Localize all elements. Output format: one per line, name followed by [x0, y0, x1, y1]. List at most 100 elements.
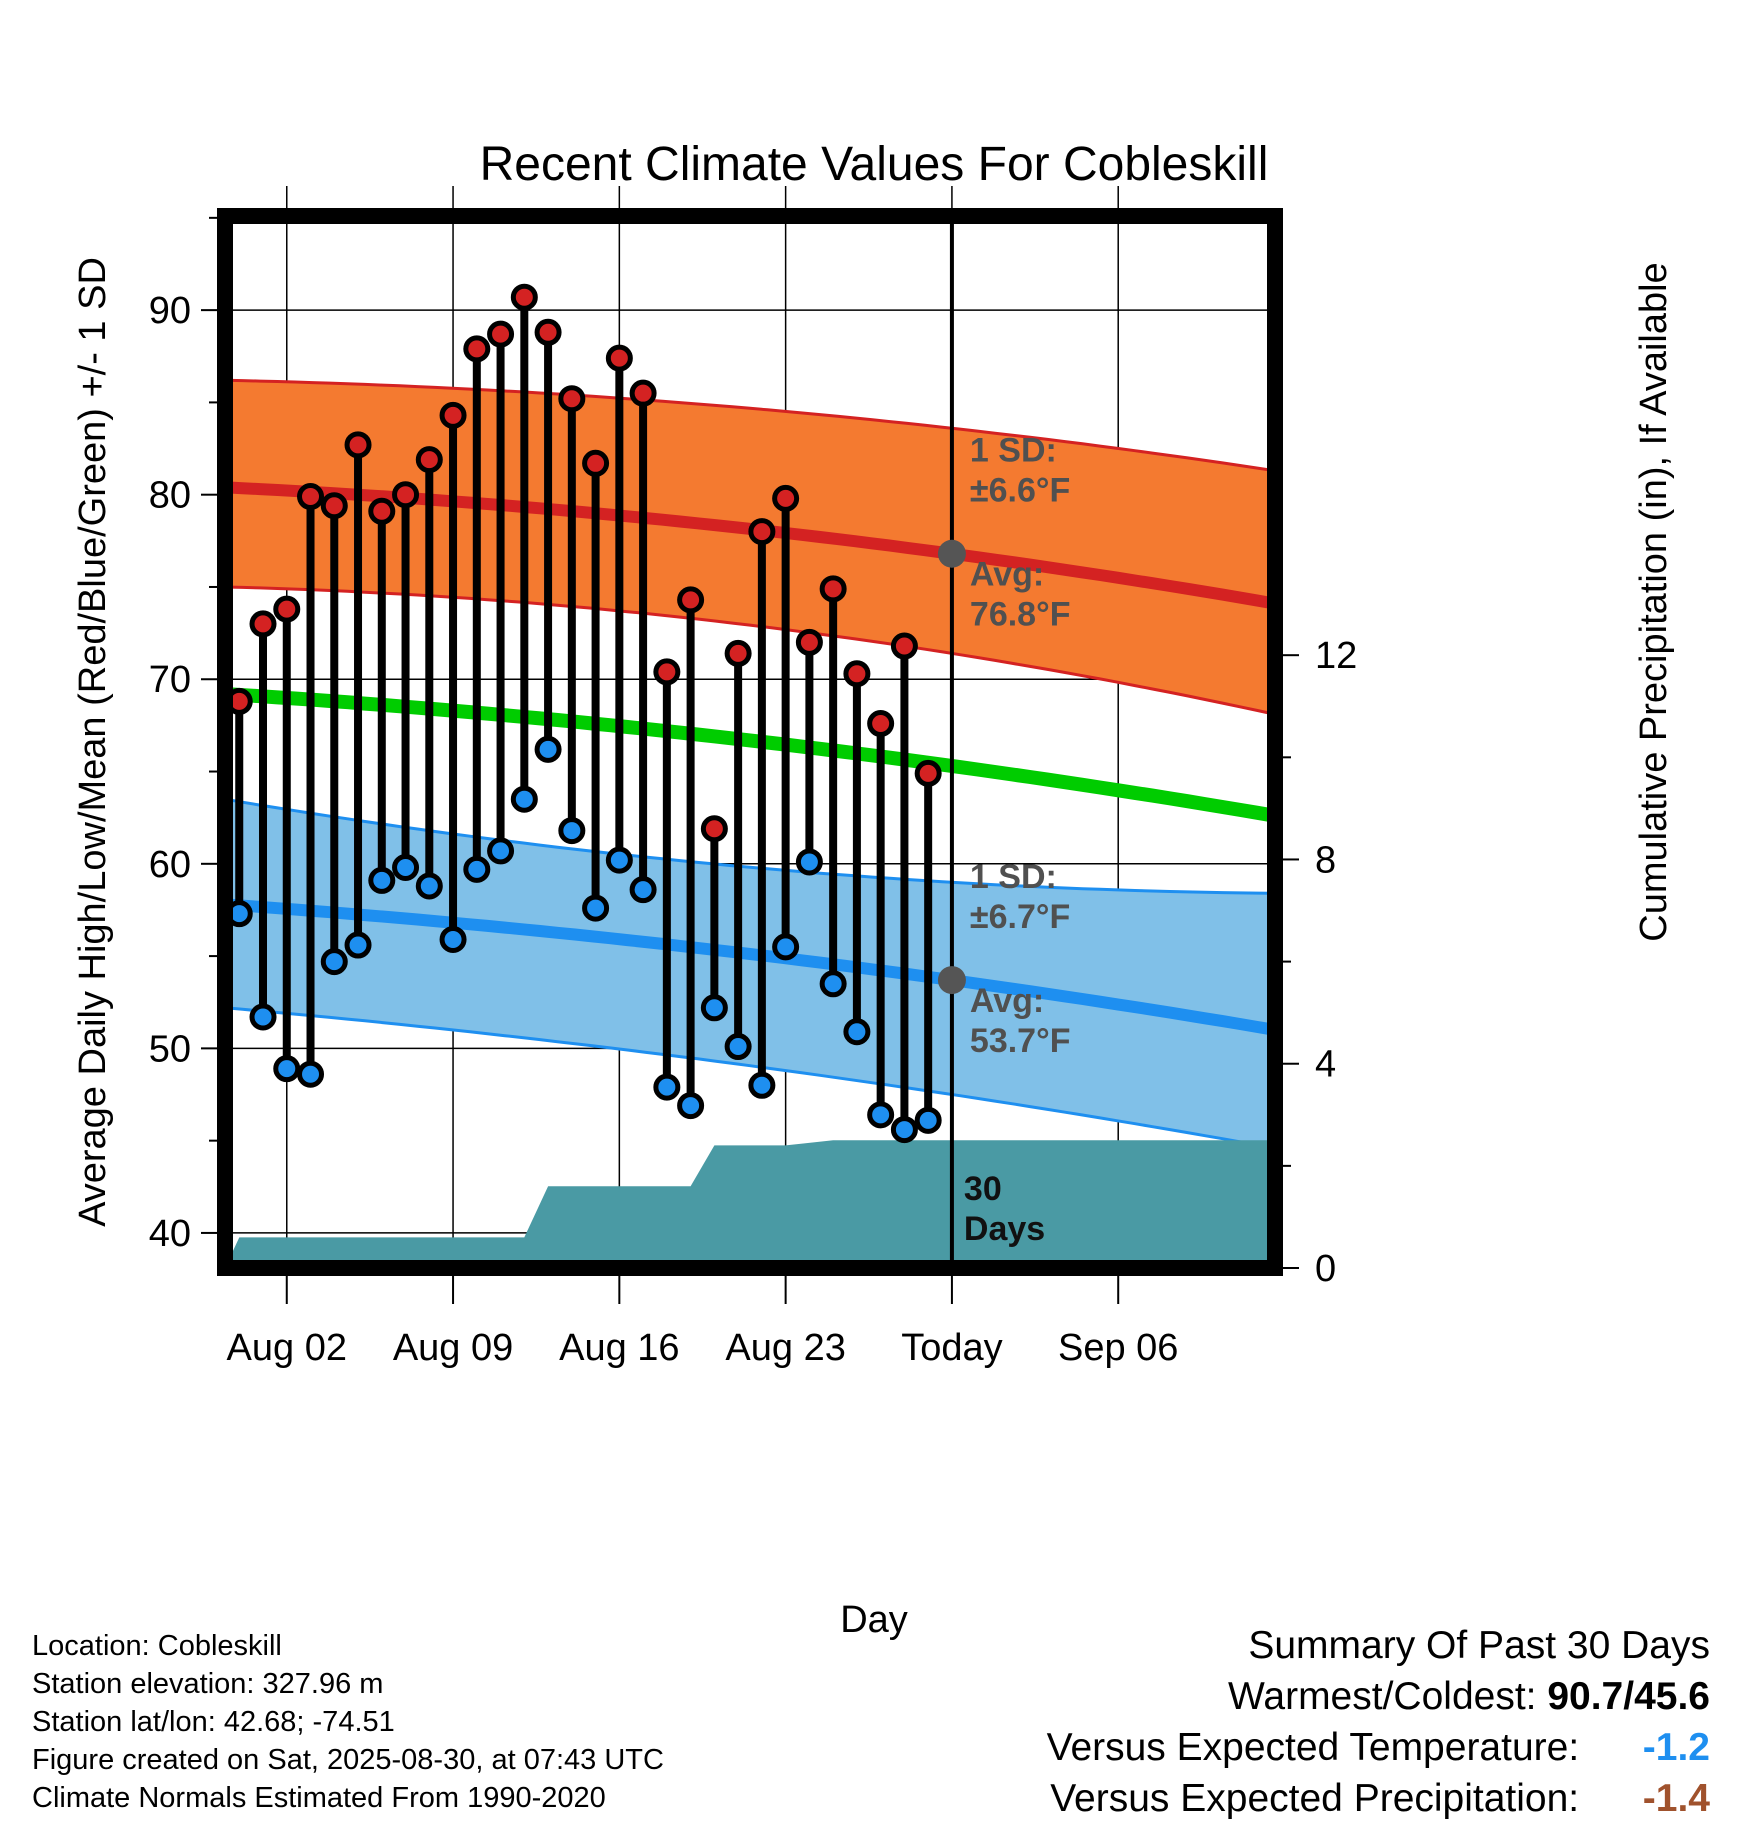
high-temp-point [368, 497, 396, 525]
high-temp-point [463, 335, 491, 363]
days-count: 30 [964, 1170, 1002, 1208]
low-temp-point [344, 931, 372, 959]
low-temp-point [605, 846, 633, 874]
low-temp-point [819, 970, 847, 998]
low-temp-point [890, 1116, 918, 1144]
x-tick-label: Aug 16 [559, 1327, 679, 1369]
low-band-lower-edge [224, 1006, 1276, 1150]
high-temp-point [914, 759, 942, 787]
high-band-lower-edge [224, 585, 1276, 716]
high-temp-point [249, 610, 277, 638]
low-temp-point [510, 785, 538, 813]
y-tick-label: 40 [149, 1213, 191, 1255]
high-temp-point [819, 575, 847, 603]
high-temp-point [415, 446, 443, 474]
low-temp-point [534, 735, 562, 763]
warmest-coldest-value: 90.7/45.6 [1547, 1675, 1710, 1718]
low-temp-point [415, 872, 443, 900]
y2-tick-label: 12 [1315, 635, 1357, 677]
high-temp-point [748, 518, 776, 546]
temp-anomaly-value: -1.2 [1642, 1726, 1710, 1769]
summary-panel: Summary Of Past 30 Days Warmest/Coldest:… [1047, 1620, 1710, 1824]
high-temp-point [867, 710, 895, 738]
y2-tick-label: 4 [1315, 1044, 1336, 1086]
high-temp-point [534, 318, 562, 346]
low-temp-point [772, 933, 800, 961]
warmest-coldest-label: Warmest/Coldest: [1228, 1675, 1537, 1718]
station-info: Location: Cobleskill Station elevation: … [32, 1627, 664, 1817]
high-temp-point [344, 431, 372, 459]
normal-mean-line [224, 687, 1277, 823]
low-sd-label: 1 SD: [970, 858, 1057, 896]
low-temp-point [795, 848, 823, 876]
precip-anomaly-label: Versus Expected Precipitation: [1050, 1777, 1580, 1820]
high-avg-value: 76.8°F [970, 596, 1071, 634]
high-temp-point [724, 639, 752, 667]
low-temp-point [273, 1055, 301, 1083]
low-temp-point [582, 894, 610, 922]
low-sd-value: ±6.7°F [970, 898, 1070, 936]
axis-labels: 40 50 60 70 80 90 0 4 8 12 Aug 02 Aug 09 Aug 16 Aug 2… [72, 257, 1675, 1641]
high-temp-point [629, 379, 657, 407]
y-axis-label: Average Daily High/Low/Mean (Red/Blue/Gr… [72, 257, 114, 1227]
low-temp-point [653, 1073, 681, 1101]
low-band-upper-edge [224, 797, 1276, 895]
plot-border [217, 208, 1283, 1276]
x-tick-label: Aug 09 [393, 1327, 513, 1369]
daily-range-bars [225, 283, 942, 1144]
high-temp-point [273, 595, 301, 623]
x-tick-label: Today [901, 1327, 1002, 1369]
plot-frame [201, 208, 1299, 1304]
high-temp-point [700, 815, 728, 843]
low-temp-point [297, 1060, 325, 1088]
normals-text: Climate Normals Estimated From 1990-2020 [32, 1782, 606, 1814]
y2-axis-label: Cumulative Precipitation (in), If Availa… [1633, 262, 1675, 941]
high-avg-label: Avg: [970, 556, 1044, 594]
high-sd-label: 1 SD: [970, 432, 1057, 470]
high-temp-point [487, 320, 515, 348]
low-temp-point [843, 1018, 871, 1046]
low-avg-label: Avg: [970, 982, 1044, 1020]
normal-low-line [224, 898, 1276, 1036]
normal-bands [224, 378, 1277, 1150]
low-temp-point [392, 854, 420, 882]
low-temp-point [320, 948, 348, 976]
low-temp-point [463, 855, 491, 883]
high-temp-point [582, 449, 610, 477]
x-tick-label: Aug 23 [725, 1327, 845, 1369]
y-tick-label: 90 [149, 290, 191, 332]
high-temp-point [297, 483, 325, 511]
precip-anomaly-value: -1.4 [1642, 1777, 1710, 1820]
high-temp-point [795, 628, 823, 656]
today-low-marker [937, 966, 966, 995]
low-avg-value: 53.7°F [970, 1022, 1071, 1060]
low-temp-point [748, 1071, 776, 1099]
high-temp-point [843, 660, 871, 688]
created-text: Figure created on Sat, 2025-08-30, at 07… [32, 1744, 664, 1776]
high-temp-point [320, 492, 348, 520]
x-axis-label: Day [840, 1599, 908, 1641]
low-temp-point [724, 1033, 752, 1061]
temp-anomaly-row: Versus Expected Temperature: -1.2 [1047, 1722, 1710, 1773]
y-tick-label: 60 [149, 844, 191, 886]
low-temp-point [249, 1003, 277, 1031]
low-temp-point [558, 817, 586, 845]
precip-cumulative-area [225, 1140, 1275, 1268]
y-tick-label: 50 [149, 1028, 191, 1070]
precip-anomaly-row: Versus Expected Precipitation: -1.4 [1047, 1773, 1710, 1824]
y2-tick-label: 0 [1315, 1248, 1336, 1290]
warmest-coldest-row: Warmest/Coldest: 90.7/45.6 [1047, 1671, 1710, 1722]
high-temp-point [772, 484, 800, 512]
y2-tick-label: 8 [1315, 839, 1336, 881]
low-temp-point [677, 1092, 705, 1120]
high-band-upper-edge [224, 378, 1276, 473]
location-text: Location: Cobleskill [32, 1630, 282, 1662]
high-temp-point [558, 385, 586, 413]
high-temp-point [605, 344, 633, 372]
high-temp-point [677, 586, 705, 614]
low-temp-point [368, 866, 396, 894]
y-tick-label: 70 [149, 659, 191, 701]
high-sd-band [225, 380, 1275, 715]
